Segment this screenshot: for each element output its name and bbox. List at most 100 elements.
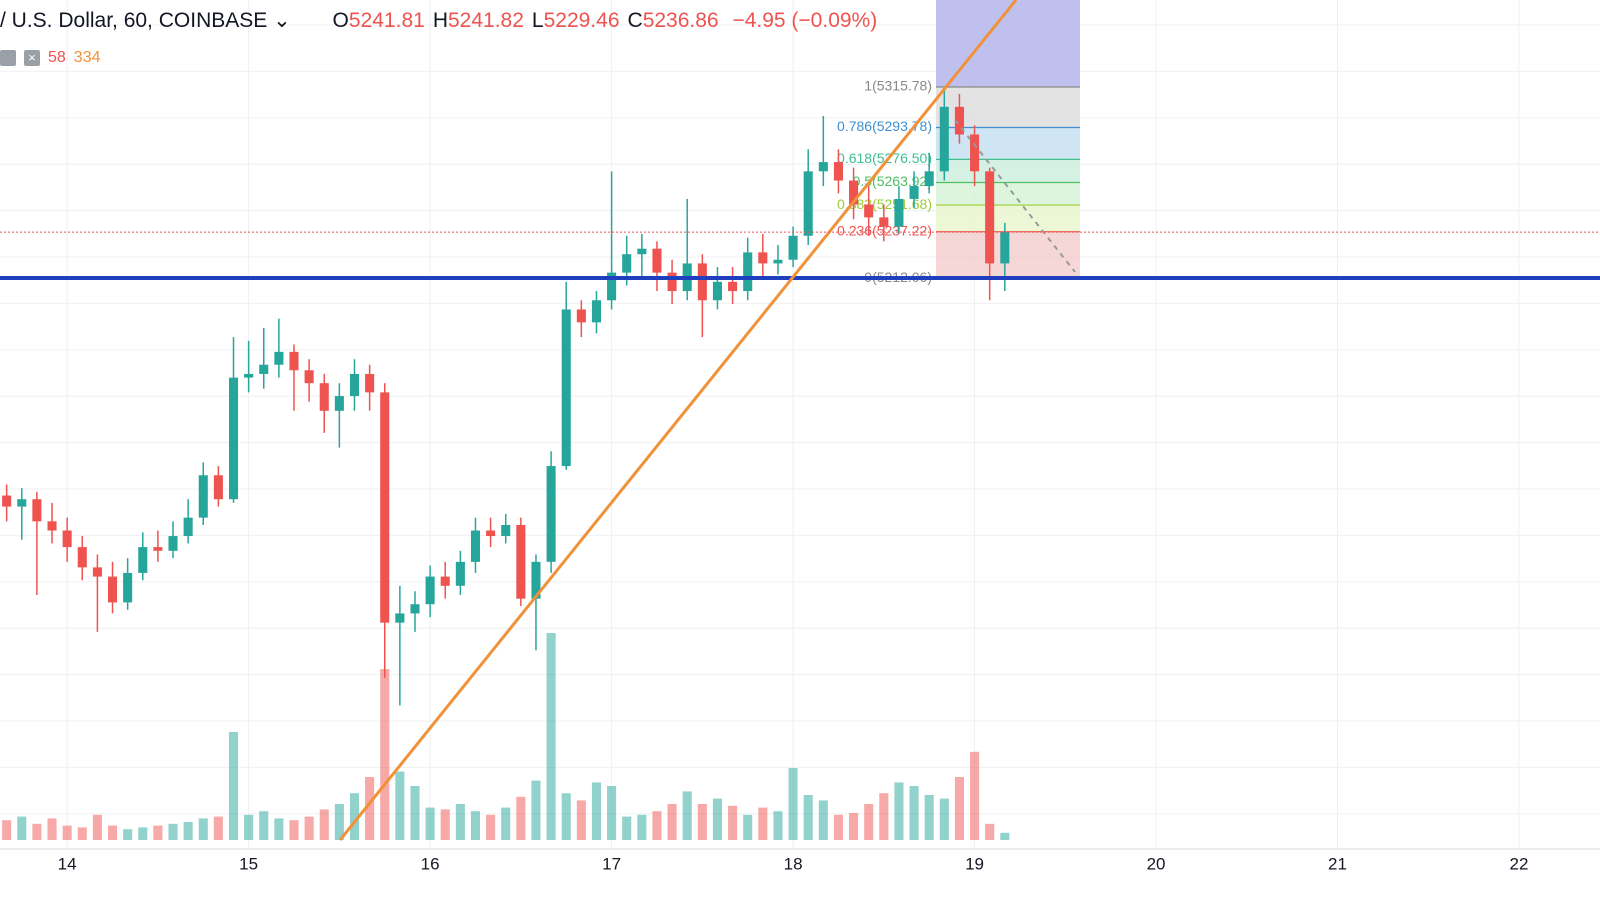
volume-bar xyxy=(652,811,662,840)
candle-body xyxy=(939,106,949,172)
x-tick-label: 21 xyxy=(1328,854,1347,873)
volume-bar xyxy=(1000,832,1010,840)
volume-bar xyxy=(349,793,360,840)
candle-body xyxy=(607,272,617,301)
indicator-value: 334 xyxy=(73,49,101,66)
candle-body xyxy=(743,252,753,292)
volume-bar xyxy=(17,816,27,840)
volume-bar xyxy=(954,777,964,840)
volume-bar xyxy=(62,825,72,840)
volume-bar xyxy=(440,809,450,840)
ohlc-value: 5229.46 xyxy=(543,9,620,32)
candle-body xyxy=(1000,232,1010,264)
x-tick-label: 15 xyxy=(239,854,258,873)
ohlc-item: H5241.82 xyxy=(433,9,524,32)
dropdown-caret[interactable]: ⌄ xyxy=(267,9,291,32)
candle-body xyxy=(652,248,662,273)
candle-body xyxy=(168,536,178,551)
symbol-title[interactable]: / U.S. Dollar, 60, COINBASE xyxy=(0,9,268,32)
candle-body xyxy=(985,171,995,264)
volume-bar xyxy=(939,798,949,840)
volume-bar xyxy=(304,816,314,840)
candle-body xyxy=(954,106,964,135)
candle-body xyxy=(622,254,632,273)
candle-body xyxy=(833,162,843,181)
volume-bar xyxy=(168,823,178,840)
fib-label: 0.786(5293.78) xyxy=(837,118,932,134)
volume-bar xyxy=(667,804,677,840)
candle-body xyxy=(455,561,465,586)
fib-zone xyxy=(936,182,1080,206)
ohlc-item: C5236.86 xyxy=(628,9,719,32)
volume-bar xyxy=(334,804,344,840)
candle-body xyxy=(32,499,42,522)
ohlc-value: 5241.82 xyxy=(447,9,524,32)
volume-bar xyxy=(879,793,889,840)
candle-body xyxy=(349,373,360,397)
ohlc-item: L5229.46 xyxy=(532,9,620,32)
candle-body xyxy=(516,525,526,599)
candle-body xyxy=(849,180,859,205)
volume-bar xyxy=(818,800,828,840)
volume-bar xyxy=(228,732,239,840)
volume-bar xyxy=(985,823,995,840)
volume-bar xyxy=(728,805,738,840)
candle-body xyxy=(864,204,874,218)
volume-bar xyxy=(833,814,843,840)
volume-bar xyxy=(909,786,919,840)
indicator-remove-icon[interactable]: × xyxy=(24,50,40,66)
candle-body xyxy=(712,281,722,301)
time-axis: 14 15 16 17 18 19 20 21 22 xyxy=(0,848,1600,873)
candle-body xyxy=(728,281,738,292)
projection-line xyxy=(954,119,1076,273)
volume-bar xyxy=(244,814,254,840)
volume-bar xyxy=(516,796,526,840)
volume-bar xyxy=(455,804,465,840)
candle-body xyxy=(546,466,556,562)
ohlc-label: L xyxy=(531,9,544,32)
x-tick-label: 18 xyxy=(784,854,803,873)
volume-bar xyxy=(682,791,692,840)
candle-body xyxy=(213,475,223,500)
candle-body xyxy=(879,217,889,227)
volume-bar xyxy=(561,793,571,840)
volume-bar xyxy=(591,782,602,840)
indicator-settings-icon[interactable] xyxy=(0,50,16,66)
candle-body xyxy=(365,373,375,393)
candle-body xyxy=(667,272,677,292)
volume-bar xyxy=(712,798,722,840)
candle-body xyxy=(803,171,813,236)
fib-extension-box xyxy=(936,0,1080,87)
volume-bar xyxy=(77,827,87,840)
candle-body xyxy=(561,309,571,467)
volume-bar xyxy=(864,804,874,840)
symbol-header: / U.S. Dollar, 60, COINBASE ⌄ O5241.81 H5… xyxy=(0,8,877,33)
volume-bar xyxy=(470,811,481,840)
volume-bar xyxy=(788,768,798,840)
volume-bar xyxy=(803,795,813,840)
volume-bar xyxy=(319,809,329,840)
candle-body xyxy=(2,495,12,507)
volume-bar xyxy=(289,820,299,840)
volume-bar xyxy=(758,807,768,840)
candle-body xyxy=(531,561,541,599)
volume-bar xyxy=(380,669,390,840)
candle-body xyxy=(228,377,239,500)
volume-bar xyxy=(153,825,163,840)
candle-body xyxy=(62,530,72,548)
candle-body xyxy=(909,186,919,199)
x-tick-label: 16 xyxy=(421,854,440,873)
fib-label: 0.382(5251.68) xyxy=(837,196,932,212)
candle-body xyxy=(47,521,57,531)
volume-bar xyxy=(970,751,980,840)
candle-body xyxy=(334,396,344,411)
ohlc-item: O5241.81 xyxy=(333,9,425,32)
candle-body xyxy=(425,576,435,605)
fib-label: 0.618(5276.50) xyxy=(837,150,932,166)
candle-body xyxy=(304,370,314,384)
candle-body xyxy=(697,263,707,301)
volume-bar xyxy=(123,829,133,840)
candle-body xyxy=(138,547,148,573)
volume-bar xyxy=(849,813,859,840)
